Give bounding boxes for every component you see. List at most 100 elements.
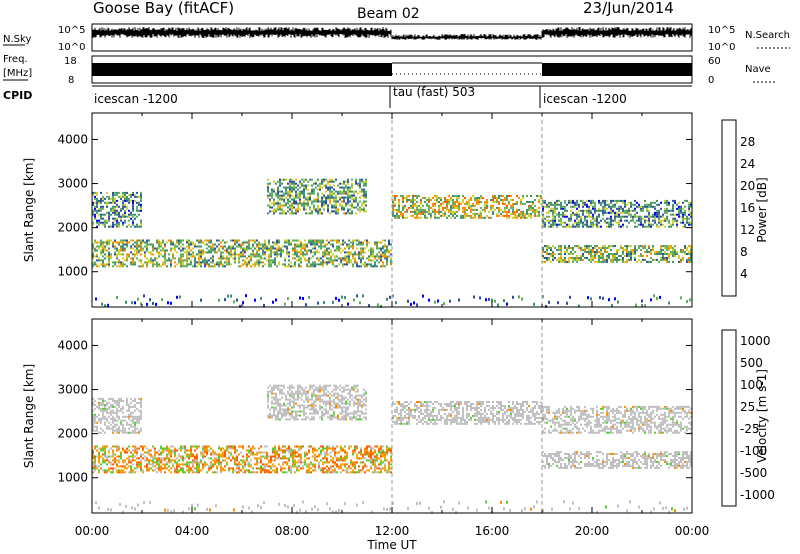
echo-cell	[327, 198, 329, 201]
echo-cell	[258, 241, 260, 244]
echo-cell	[578, 209, 580, 212]
echo-cell	[300, 457, 302, 460]
echo-cell	[134, 421, 136, 424]
echo-cell	[267, 204, 269, 207]
echo-cell	[302, 467, 304, 470]
echo-cell	[508, 216, 510, 219]
echo-cell	[300, 261, 302, 264]
echo-cell	[122, 247, 124, 250]
echo-cell	[356, 471, 358, 474]
echo-cell	[222, 239, 224, 242]
echo-cell	[594, 253, 596, 255]
echo-cell	[402, 206, 404, 209]
echo-cell	[266, 465, 268, 468]
echo-cell	[228, 467, 230, 470]
echo-cell	[552, 255, 554, 257]
echo-cell	[594, 223, 596, 226]
echo-cell	[449, 299, 451, 303]
echo-cell	[146, 451, 148, 454]
echo-cell	[328, 467, 330, 470]
echo-cell	[412, 206, 414, 209]
echo-cell	[584, 249, 586, 251]
echo-cell	[137, 297, 139, 301]
echo-cell	[298, 465, 300, 468]
echo-cell	[176, 241, 178, 244]
echo-cell	[262, 249, 264, 252]
echo-cell	[140, 415, 142, 418]
echo-cell	[128, 409, 130, 412]
echo-cell	[365, 194, 367, 197]
echo-cell	[342, 463, 344, 466]
echo-cell	[154, 461, 156, 464]
echo-cell	[554, 209, 556, 212]
echo-cell	[268, 459, 270, 462]
echo-cell	[256, 261, 258, 264]
echo-cell	[604, 205, 606, 208]
echo-cell	[124, 219, 126, 222]
echo-cell	[128, 407, 130, 410]
echo-cell	[198, 255, 200, 258]
echo-cell	[584, 251, 586, 253]
echo-cell	[92, 403, 94, 406]
echo-cell	[194, 243, 196, 246]
echo-cell	[363, 200, 365, 203]
echo-cell	[310, 471, 312, 474]
echo-cell	[652, 219, 654, 222]
echo-cell	[292, 453, 294, 456]
echo-cell	[586, 221, 588, 224]
echo-cell	[450, 208, 452, 211]
echo-cell	[396, 210, 398, 213]
echo-cell	[556, 207, 558, 210]
echo-cell	[102, 429, 104, 432]
echo-cell	[652, 205, 654, 208]
echo-cell	[92, 223, 94, 226]
echo-cell	[424, 210, 426, 213]
echo-cell	[190, 241, 192, 244]
echo-cell	[92, 209, 94, 212]
echo-cell	[270, 467, 272, 470]
echo-cell	[442, 201, 444, 203]
echo-cell	[534, 214, 536, 217]
echo-cell	[470, 199, 472, 201]
echo-cell	[334, 469, 336, 472]
echo-cell	[168, 253, 170, 256]
echo-cell	[92, 423, 94, 426]
noise-left-tick-top: 10^5	[58, 25, 85, 36]
echo-cell	[190, 243, 192, 246]
echo-cell	[142, 449, 144, 452]
echo-cell	[214, 471, 216, 474]
echo-cell	[192, 445, 194, 448]
echo-cell	[320, 459, 322, 462]
echo-cell	[278, 247, 280, 250]
echo-cell	[132, 453, 134, 456]
echo-cell	[690, 213, 692, 216]
echo-cell	[238, 461, 240, 464]
echo-cell	[294, 455, 296, 458]
echo-cell	[355, 196, 357, 199]
echo-cell	[132, 417, 134, 420]
echo-cell	[514, 202, 516, 205]
echo-cell	[264, 239, 266, 242]
echo-cell	[596, 245, 598, 248]
echo-cell	[242, 459, 244, 462]
echo-cell	[148, 449, 150, 452]
echo-cell	[662, 258, 664, 261]
echo-cell	[100, 401, 102, 404]
echo-cell	[130, 415, 132, 418]
echo-cell	[502, 214, 504, 217]
echo-cell	[350, 471, 352, 474]
echo-cell	[486, 199, 488, 201]
echo-cell	[632, 249, 634, 251]
echo-cell	[606, 247, 608, 249]
echo-cell	[638, 215, 640, 218]
echo-cell	[102, 469, 104, 472]
echo-cell	[380, 453, 382, 456]
echo-cell	[351, 182, 353, 185]
echo-cell	[484, 206, 486, 209]
echo-cell	[230, 445, 232, 448]
echo-cell	[363, 188, 365, 191]
echo-cell	[170, 449, 172, 452]
echo-cell	[326, 465, 328, 468]
echo-cell	[174, 459, 176, 462]
echo-cell	[464, 202, 466, 205]
